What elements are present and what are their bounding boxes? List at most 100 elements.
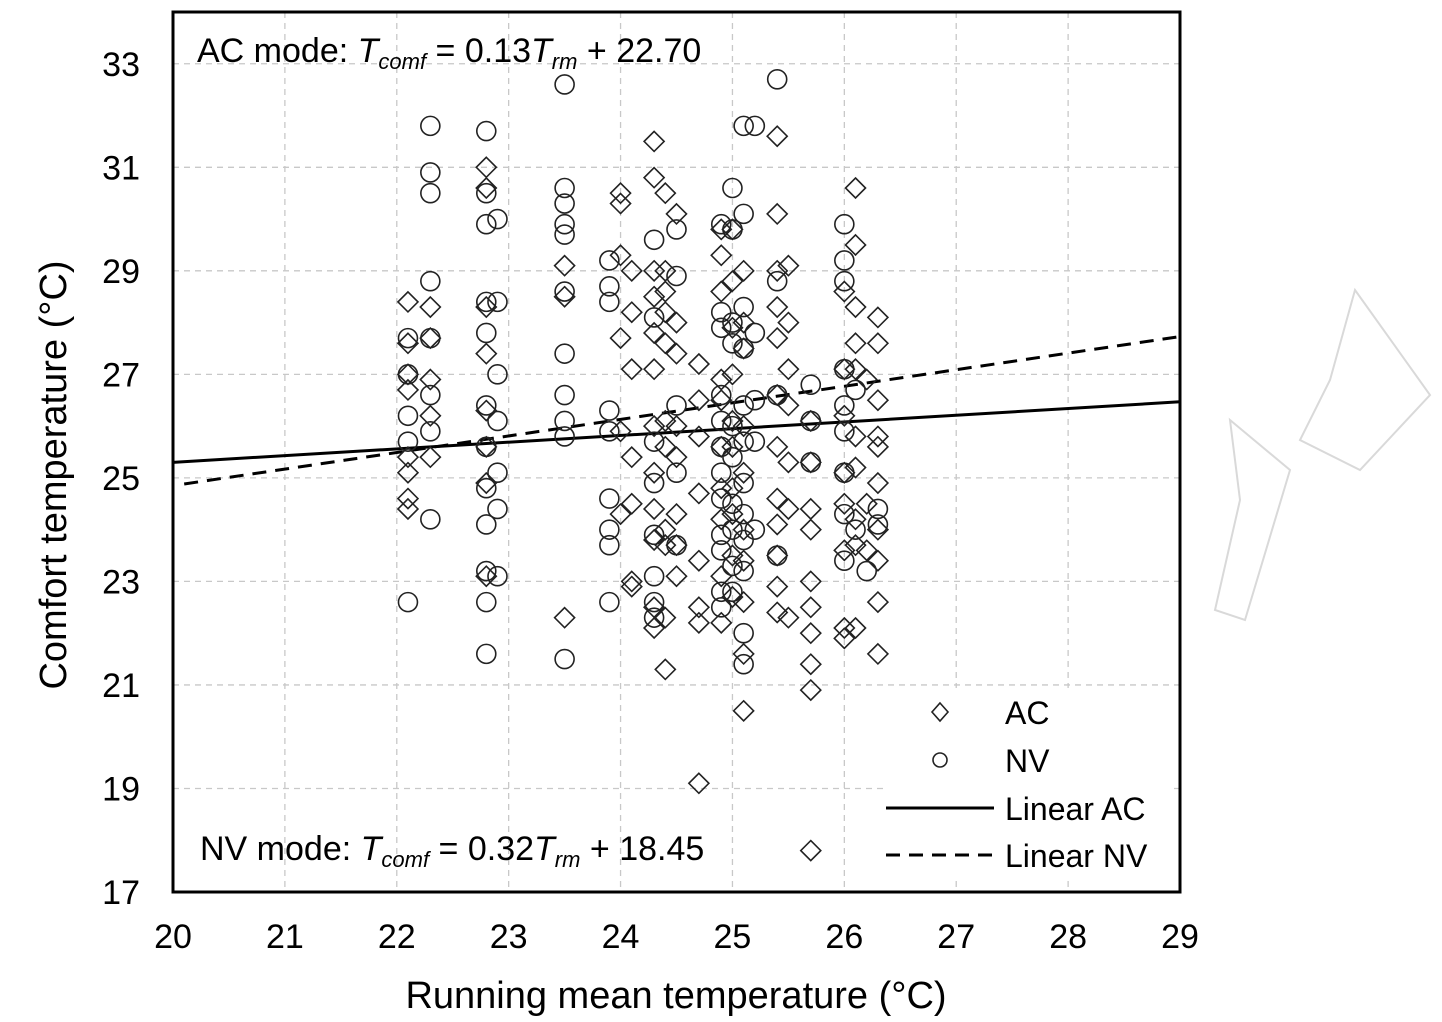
y-tick-label: 19	[102, 770, 140, 808]
ac-point	[553, 285, 576, 308]
nv-point	[733, 115, 754, 137]
nv-point	[554, 281, 575, 302]
nv-point	[397, 405, 419, 427]
ac-point	[654, 301, 677, 324]
y-tick-label: 23	[102, 563, 140, 601]
ac-point	[766, 125, 789, 148]
nv-point	[475, 591, 497, 613]
ac-point	[866, 306, 890, 329]
x-tick-label: 20	[154, 918, 192, 956]
ac-point	[766, 295, 789, 319]
ac-point	[799, 839, 822, 862]
ac-point	[620, 301, 643, 324]
x-tick-label: 22	[378, 918, 416, 956]
nv-point	[599, 250, 620, 271]
ac-point	[642, 497, 666, 521]
nv-point	[766, 68, 788, 90]
nv-point	[722, 493, 743, 515]
nv-point	[475, 436, 497, 458]
ac-point	[766, 487, 789, 510]
nv-point	[599, 534, 620, 556]
nv-point	[554, 384, 575, 406]
nv-point	[475, 120, 497, 142]
nv-point	[420, 270, 441, 292]
ac-point	[777, 358, 800, 381]
ac-point	[654, 658, 677, 681]
ac-point	[620, 446, 643, 469]
nv-point	[722, 555, 743, 577]
nv-point	[643, 607, 665, 628]
ac-point	[866, 549, 890, 572]
ac-point	[687, 425, 711, 448]
ac-point	[396, 378, 420, 402]
nv-point	[643, 524, 665, 546]
nv-point	[643, 229, 665, 251]
legend-background	[884, 688, 1174, 878]
y-axis-title: Comfort temperature (°C)	[33, 260, 75, 689]
nv-point	[710, 410, 732, 432]
ac-point	[687, 352, 711, 376]
nv-point	[599, 291, 620, 313]
ac-point	[665, 342, 688, 365]
ac-point	[620, 259, 643, 282]
ac-point	[799, 596, 822, 619]
nv-point	[397, 327, 419, 349]
ac-point	[777, 606, 800, 629]
ac-point	[642, 461, 666, 484]
ac-point	[844, 295, 867, 319]
ac-point	[844, 508, 867, 531]
nv-point	[800, 452, 822, 473]
nv-point	[834, 420, 855, 442]
nv-point	[710, 488, 732, 509]
legend: AC NV Linear AC Linear NV	[884, 688, 1174, 878]
ac-point	[609, 326, 632, 350]
ac-point	[396, 446, 420, 469]
nv-point	[710, 301, 732, 323]
nv-point	[867, 514, 889, 535]
ac-point	[642, 166, 666, 189]
ac-point	[777, 394, 800, 417]
ac-point	[799, 570, 822, 593]
ac-point	[833, 627, 856, 650]
ac-point	[654, 606, 677, 629]
nv-point	[856, 560, 878, 582]
ac-point	[553, 606, 576, 629]
ac-point	[419, 368, 442, 391]
nv-point	[487, 410, 508, 432]
x-tick-label: 28	[1049, 918, 1087, 956]
nv-point	[722, 581, 743, 603]
nv-point	[733, 395, 754, 416]
ac-point	[687, 611, 711, 634]
nv-point	[599, 420, 620, 442]
ac-point	[721, 585, 744, 609]
nv-point	[554, 648, 575, 670]
ac-point	[419, 295, 442, 319]
ac-point	[844, 176, 867, 200]
nv-point	[487, 565, 508, 587]
ac-point	[609, 192, 632, 215]
ac-point	[642, 528, 666, 552]
ac-point	[642, 259, 666, 282]
nv-point	[420, 182, 441, 204]
ac-point	[620, 492, 643, 515]
ac-point	[609, 420, 632, 443]
nv-point	[554, 426, 575, 447]
ac-point	[866, 332, 890, 355]
ac-point	[721, 409, 744, 433]
ac-point	[799, 518, 822, 541]
nv-point	[710, 213, 732, 235]
ac-point	[721, 544, 744, 567]
nv-point	[867, 498, 889, 520]
x-tick-label: 29	[1161, 918, 1199, 956]
nv-point	[834, 270, 855, 292]
nv-point	[744, 115, 766, 137]
nv-point	[710, 317, 732, 339]
ac-point	[766, 259, 789, 282]
nv-point	[420, 384, 441, 406]
ac-point	[654, 435, 677, 458]
ac-point	[799, 653, 822, 676]
ac-point	[665, 311, 688, 334]
nv-point	[475, 560, 497, 582]
ac-point	[833, 492, 856, 515]
ac-point	[855, 492, 878, 515]
